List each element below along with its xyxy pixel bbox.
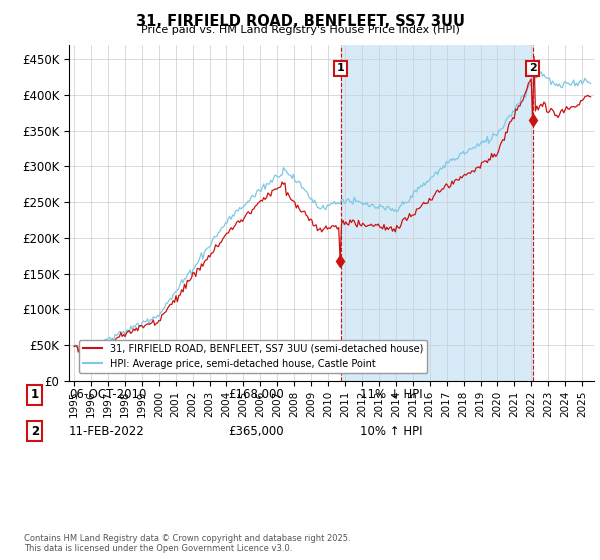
Text: 1: 1 [337,63,344,73]
Text: 2: 2 [529,63,536,73]
Text: £168,000: £168,000 [228,388,284,402]
Bar [341,45,533,381]
Text: £365,000: £365,000 [228,424,284,438]
Text: 11-FEB-2022: 11-FEB-2022 [69,424,145,438]
Text: 31, FIRFIELD ROAD, BENFLEET, SS7 3UU: 31, FIRFIELD ROAD, BENFLEET, SS7 3UU [136,14,464,29]
Text: 06-OCT-2010: 06-OCT-2010 [69,388,146,402]
Text: 10% ↑ HPI: 10% ↑ HPI [360,424,422,438]
Text: 2: 2 [31,424,39,438]
Text: Price paid vs. HM Land Registry's House Price Index (HPI): Price paid vs. HM Land Registry's House … [140,25,460,35]
Text: 11% ↓ HPI: 11% ↓ HPI [360,388,422,402]
Text: 1: 1 [31,388,39,402]
Legend: 31, FIRFIELD ROAD, BENFLEET, SS7 3UU (semi-detached house), HPI: Average price, : 31, FIRFIELD ROAD, BENFLEET, SS7 3UU (se… [79,340,427,372]
Text: Contains HM Land Registry data © Crown copyright and database right 2025.
This d: Contains HM Land Registry data © Crown c… [24,534,350,553]
